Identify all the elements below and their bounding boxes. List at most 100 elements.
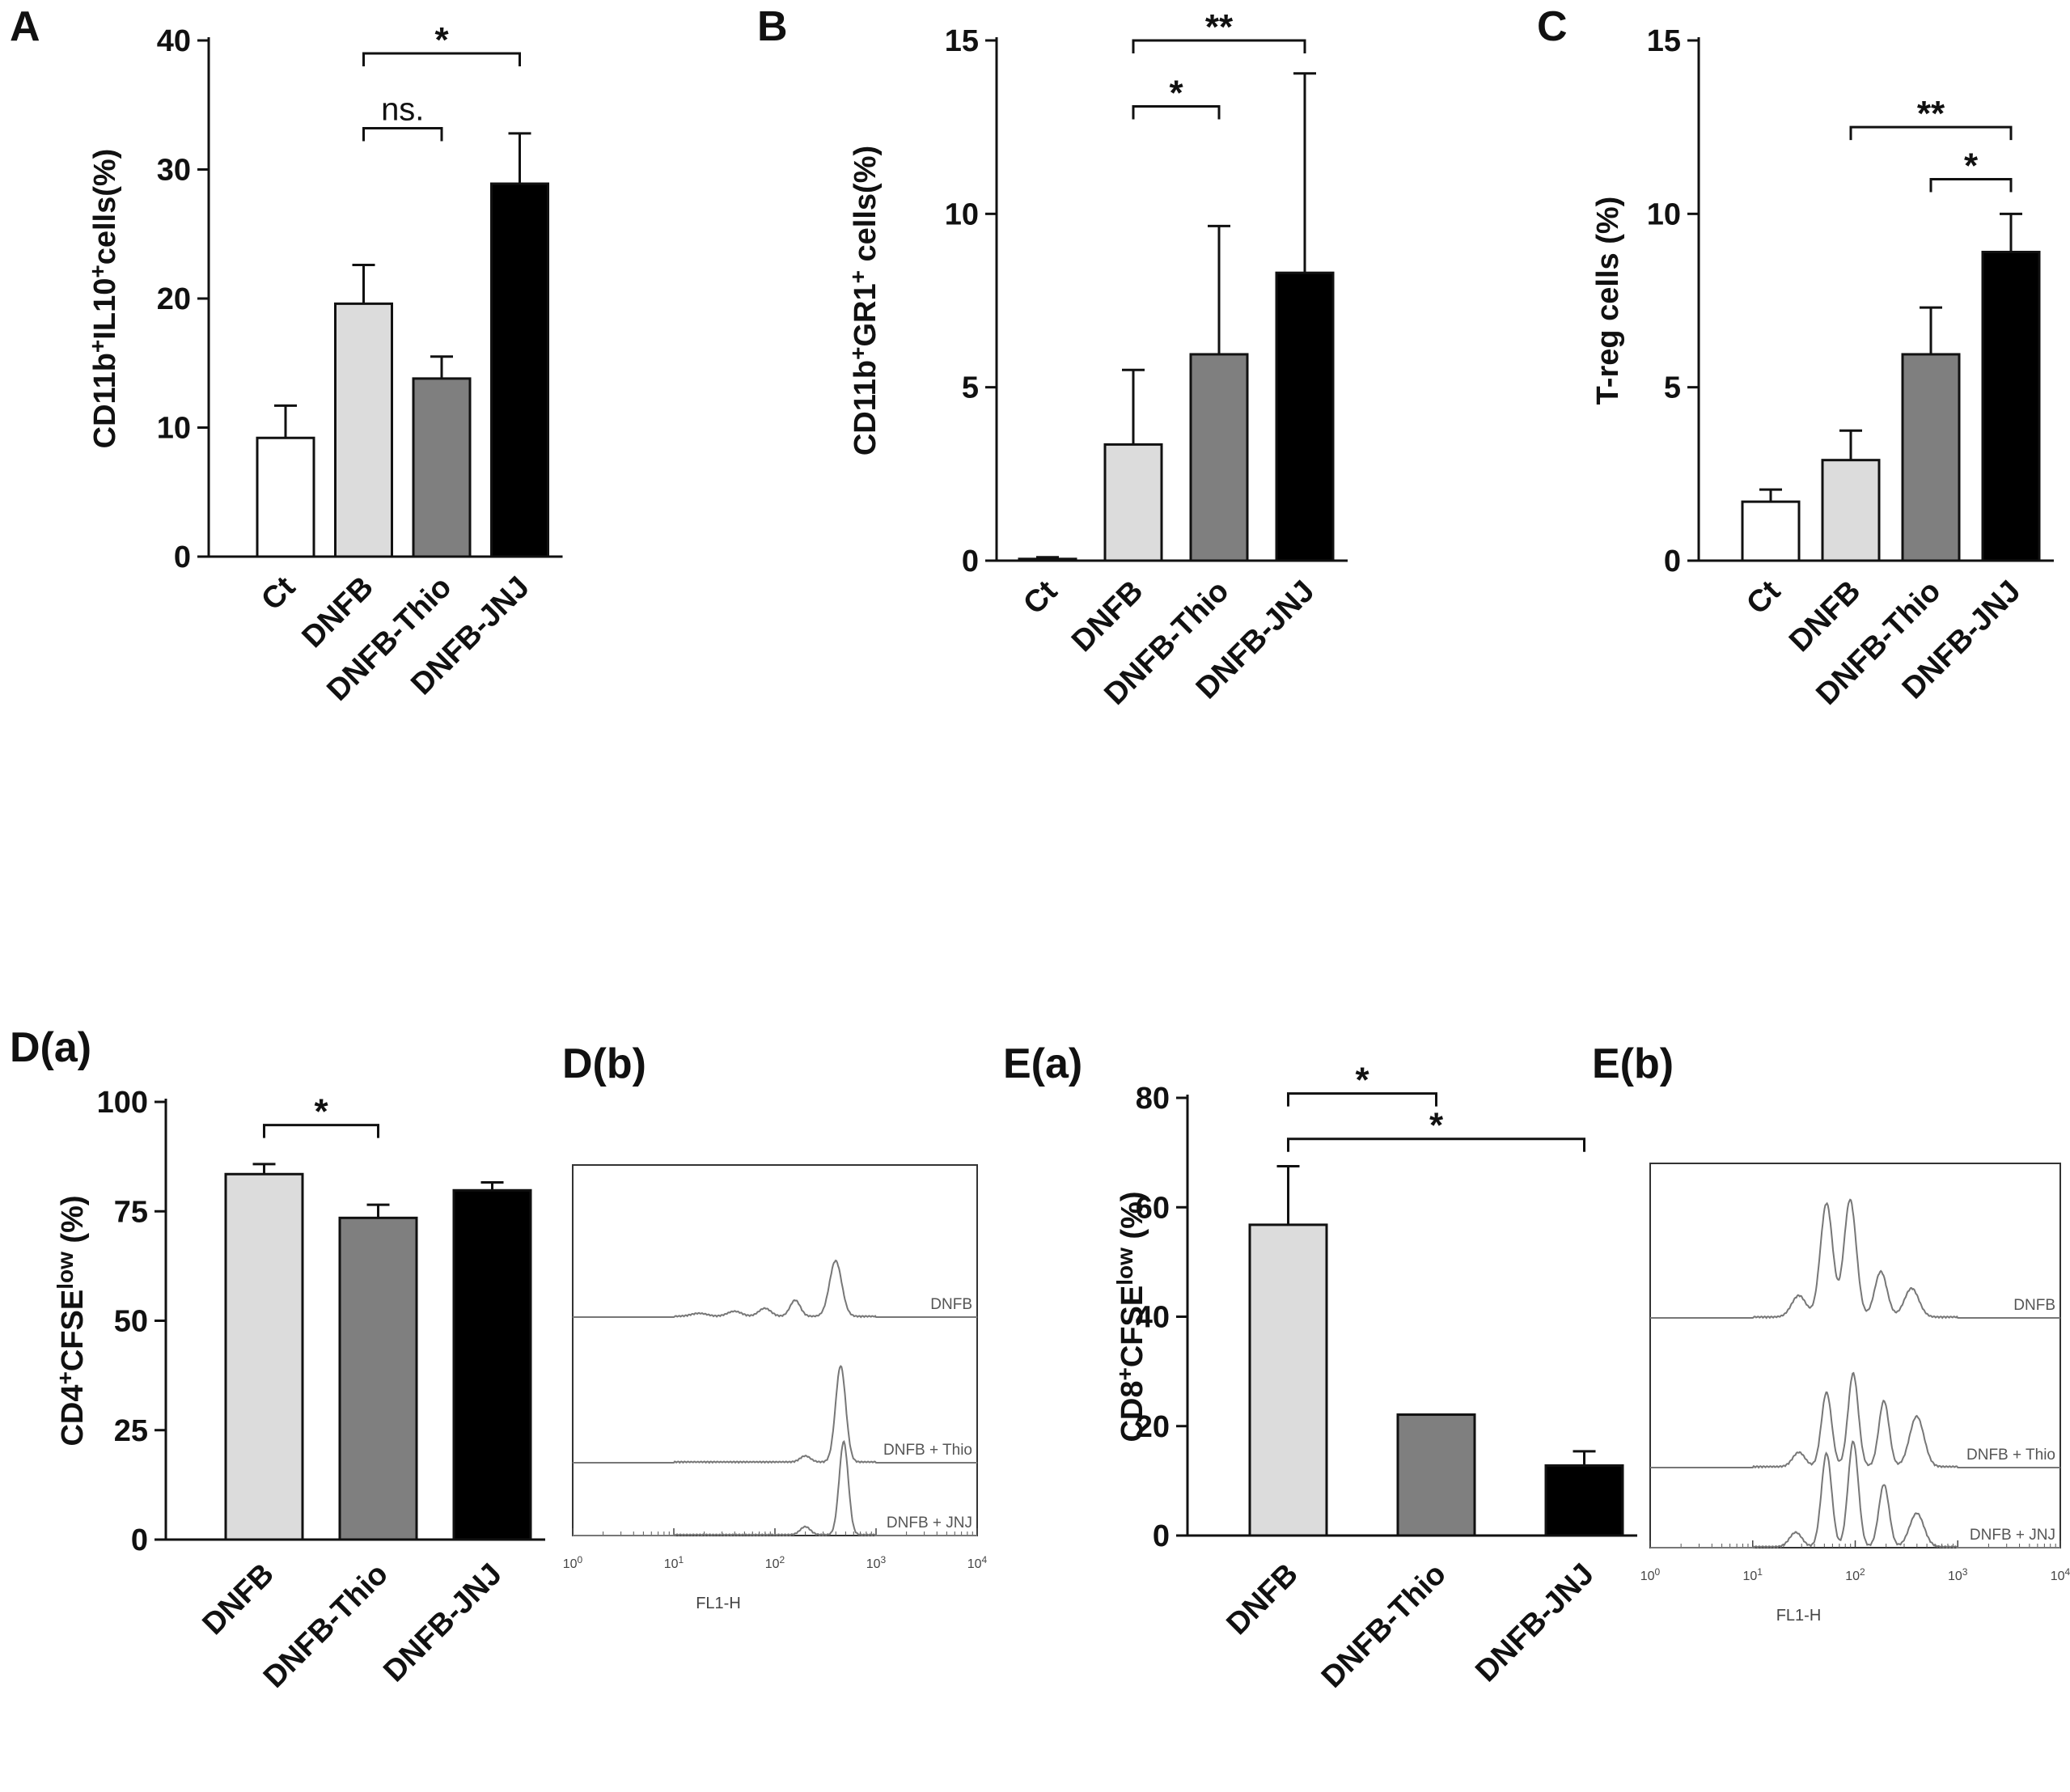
histogram-frame — [1649, 1163, 2061, 1548]
y-label-superscript: + — [1112, 1367, 1137, 1380]
y-label-superscript: + — [845, 270, 870, 283]
y-tick-label: 10 — [1647, 197, 1681, 231]
y-label-superscript: + — [85, 340, 110, 353]
significance-bracket — [1132, 39, 1306, 53]
y-label-superscript: + — [85, 265, 110, 277]
significance-bracket — [1929, 177, 2013, 193]
significance-bracket — [1132, 104, 1221, 120]
category-label: DNFB-JNJ — [377, 1557, 509, 1689]
x-tick-label: 102 — [1845, 1566, 1865, 1583]
x-tick-exponent: 1 — [679, 1554, 684, 1565]
y-tick-label: 10 — [945, 197, 979, 231]
y-label-text: GR1 — [849, 283, 883, 346]
x-tick-exponent: 0 — [1655, 1566, 1661, 1578]
y-label-text: T-reg cells (%) — [1591, 197, 1625, 405]
y-label-superscript: + — [53, 1371, 78, 1384]
y-label-superscript: low — [53, 1252, 78, 1290]
significance-bracket — [1287, 1092, 1437, 1107]
y-axis-label: T-reg cells (%) — [1591, 197, 1625, 405]
bar-dnfb — [224, 1172, 304, 1541]
x-tick-label: 104 — [2051, 1566, 2070, 1583]
significance-label: * — [1169, 73, 1183, 112]
y-label-text: IL10 — [88, 278, 122, 340]
panel-label: B — [757, 3, 788, 50]
category-label: DNFB-Thio — [1315, 1557, 1453, 1695]
significance-label: * — [1964, 146, 1979, 185]
significance-bracket — [1849, 125, 2013, 141]
x-tick-base: 10 — [1845, 1570, 1860, 1583]
bar-dnfb-jnj — [1981, 250, 2041, 562]
x-tick-base: 10 — [664, 1557, 679, 1571]
y-tick-label: 0 — [962, 544, 979, 578]
y-axis-label: CD8+CFSElow (%) — [1112, 1191, 1149, 1442]
x-tick-exponent: 1 — [1757, 1566, 1763, 1578]
trace-label: DNFB + Thio — [1966, 1447, 2055, 1464]
y-label-text: cells(%) — [849, 146, 883, 270]
panel-label: D(b) — [562, 1040, 646, 1087]
category-label: Ct — [1740, 574, 1787, 621]
x-tick-base: 10 — [967, 1557, 982, 1571]
trace-label: DNFB + JNJ — [887, 1515, 972, 1531]
x-tick-label: 104 — [967, 1554, 988, 1571]
bar-dnfb-thio — [338, 1216, 418, 1541]
bar-dnfb — [1248, 1223, 1328, 1537]
bar-dnfb — [1103, 443, 1163, 562]
x-axis-label: FL1-H — [1776, 1607, 1822, 1625]
y-tick-label: 60 — [1136, 1191, 1170, 1225]
panel-Da: D(a) 0 25 50 75 100 CD4+CFSElow (%) DNFBDNFB-Th… — [10, 1024, 545, 1695]
significance-label: * — [1429, 1106, 1444, 1146]
x-tick-base: 10 — [1948, 1570, 1962, 1583]
category-label: DNFB-JNJ — [1469, 1557, 1601, 1689]
histogram-trace — [1650, 1440, 2060, 1549]
x-tick-base: 10 — [1743, 1570, 1758, 1583]
y-tick-label: 40 — [157, 24, 191, 58]
y-tick-label: 15 — [945, 24, 979, 58]
panel-label: D(a) — [10, 1024, 91, 1071]
significance-bracket — [1287, 1137, 1585, 1152]
y-tick-label: 40 — [1136, 1301, 1170, 1335]
y-label-text: CFSE — [56, 1290, 90, 1371]
y-tick-label: 50 — [114, 1305, 148, 1339]
significance-bracket — [263, 1124, 379, 1138]
y-label-text: CD11b — [849, 360, 883, 455]
y-axis-label: CD11b+IL10+cells(%) — [85, 149, 122, 449]
panel-label: E(a) — [1003, 1040, 1082, 1087]
significance-label: ** — [1205, 7, 1234, 47]
y-tick-label: 20 — [1136, 1410, 1170, 1444]
bar-dnfb — [1821, 459, 1881, 562]
x-tick-label: 100 — [563, 1554, 583, 1571]
significance-label: * — [1355, 1061, 1369, 1100]
histogram-trace — [573, 1365, 977, 1464]
category-label: Ct — [255, 570, 302, 616]
x-tick-label: 100 — [1640, 1566, 1661, 1583]
bar-dnfb-jnj — [1275, 271, 1335, 562]
histogram-trace — [1650, 1198, 2060, 1320]
significance-label: * — [434, 20, 449, 60]
y-tick-label: 0 — [131, 1523, 148, 1557]
histogram-trace — [573, 1439, 977, 1537]
category-label: Ct — [1017, 574, 1064, 621]
panel-A: A010203040CD11b+IL10+cells(%)CtDNFBDNFB-… — [10, 3, 563, 708]
x-tick-base: 10 — [2051, 1570, 2065, 1583]
y-label-text: CFSE — [1115, 1286, 1149, 1367]
bar-dnfb-jnj — [452, 1188, 532, 1541]
y-tick-label: 0 — [1664, 544, 1681, 578]
panel-label: C — [1537, 3, 1568, 50]
x-tick-label: 101 — [1743, 1566, 1763, 1583]
histogram-trace — [573, 1259, 977, 1319]
category-label: DNFB — [197, 1557, 281, 1642]
trace-label: DNFB + JNJ — [1970, 1527, 2055, 1544]
y-tick-label: 5 — [962, 371, 979, 405]
bar-dnfb-jnj — [490, 182, 549, 558]
x-tick-label: 101 — [664, 1554, 684, 1571]
significance-label: * — [314, 1092, 328, 1132]
category-label: DNFB — [1221, 1557, 1305, 1642]
y-tick-label: 10 — [157, 412, 191, 446]
y-label-text: cells(%) — [88, 149, 122, 265]
y-tick-label: 80 — [1136, 1082, 1170, 1116]
histogram-trace — [1650, 1371, 2060, 1469]
trace-label: DNFB + Thio — [883, 1442, 972, 1459]
